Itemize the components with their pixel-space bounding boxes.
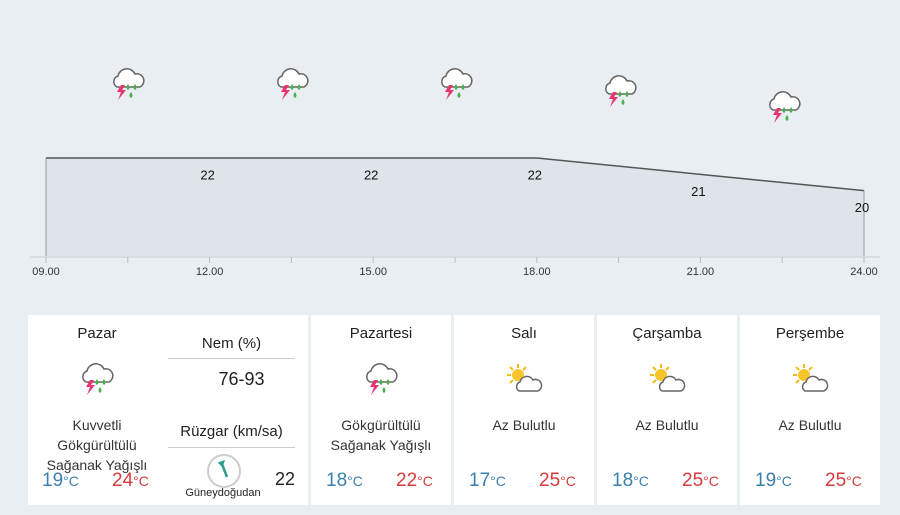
temp-value: 25 <box>539 470 561 491</box>
temp-label: 22 <box>364 167 378 182</box>
high-temp: 22°C <box>396 470 433 492</box>
temp-value: 19 <box>755 470 777 491</box>
day-name: Pazartesi <box>349 325 413 342</box>
temp-unit: °C <box>633 473 649 489</box>
wind-compass <box>207 454 241 488</box>
rule <box>168 447 295 448</box>
temp-unit: °C <box>63 473 79 489</box>
temp-unit: °C <box>776 473 792 489</box>
high-temp: 25°C <box>539 470 576 492</box>
low-temp: 19°C <box>755 470 792 492</box>
temp-value: 18 <box>612 470 634 491</box>
temp-value: 25 <box>825 470 847 491</box>
weather-icon <box>506 363 543 392</box>
x-tick-label: 21.00 <box>687 266 715 278</box>
x-tick-label: 09.00 <box>32 266 60 278</box>
low-temp: 17°C <box>469 470 506 492</box>
temp-unit: °C <box>846 473 862 489</box>
x-tick-label: 24.00 <box>850 266 878 278</box>
temp-value: 17 <box>469 470 491 491</box>
temp-unit: °C <box>347 473 363 489</box>
weather-icon <box>441 68 473 101</box>
area <box>46 158 864 256</box>
weather-icon <box>769 91 801 124</box>
temp-value: 18 <box>326 470 348 491</box>
weather-icon <box>605 75 637 108</box>
rule <box>168 358 295 359</box>
temp-label: 21 <box>691 184 705 199</box>
day-name: Çarşamba <box>632 325 702 342</box>
day-card: Salı Az Bulutlu 17°C 25°C <box>454 315 594 505</box>
high-temp: 25°C <box>682 470 719 492</box>
temp-label: 20 <box>855 200 869 215</box>
weather-icon <box>277 68 309 101</box>
day-card: Perşembe Az Bulutlu 19°C 25°C <box>740 315 880 505</box>
x-tick-label: 18.00 <box>523 266 551 278</box>
condition: Az Bulutlu <box>492 417 556 433</box>
condition: Kuvvetli Gökgürültülü Sağanak Yağışlı <box>46 417 148 473</box>
condition: Az Bulutlu <box>778 417 842 433</box>
humidity-label: Nem (%) <box>201 335 262 352</box>
x-tick-label: 12.00 <box>196 266 224 278</box>
weather-icon <box>113 68 145 101</box>
weather-icon <box>82 363 114 396</box>
temp-value: 25 <box>682 470 704 491</box>
wind-speed: 22 <box>274 469 296 489</box>
temp-label: 22 <box>200 167 214 182</box>
weather-icon <box>649 363 686 392</box>
wind-label: Rüzgar (km/sa) <box>180 423 283 440</box>
day-card: Pazartesi Gökgürültülü Sağanak Yağışlı 18°… <box>311 315 451 505</box>
day-card: Çarşamba Az Bulutlu 18°C 25°C <box>597 315 737 505</box>
temp-unit: °C <box>490 473 506 489</box>
high-temp: 24°C <box>112 470 149 492</box>
humidity: 76-93 <box>218 369 265 389</box>
day-name: Salı <box>511 325 537 342</box>
condition: Az Bulutlu <box>635 417 699 433</box>
low-temp: 18°C <box>612 470 649 492</box>
temp-unit: °C <box>133 473 149 489</box>
temp-value: 19 <box>42 470 64 491</box>
condition: Gökgürültülü Sağanak Yağışlı <box>330 417 432 453</box>
temp-unit: °C <box>560 473 576 489</box>
low-temp: 18°C <box>326 470 363 492</box>
high-temp: 25°C <box>825 470 862 492</box>
hourly-chart: 22 22 22 21 20 09.00 12.00 15.00 18.00 21.00 24.00 <box>30 68 880 278</box>
temp-unit: °C <box>703 473 719 489</box>
temp-value: 22 <box>396 470 418 491</box>
temp-label: 22 <box>528 167 542 182</box>
weather-icon <box>366 363 398 396</box>
low-temp: 19°C <box>42 470 79 492</box>
temp-value: 24 <box>112 470 134 491</box>
day-name: Pazar <box>77 325 117 342</box>
day-card: Pazar Kuvvetli Gökgürültülü Sağanak Yağış… <box>28 315 308 505</box>
wind-direction: Güneydoğudan <box>185 487 261 499</box>
temp-unit: °C <box>417 473 433 489</box>
weather-icon <box>792 363 829 392</box>
line <box>46 157 865 192</box>
day-name: Perşembe <box>775 325 845 342</box>
x-tick-label: 15.00 <box>359 266 387 278</box>
